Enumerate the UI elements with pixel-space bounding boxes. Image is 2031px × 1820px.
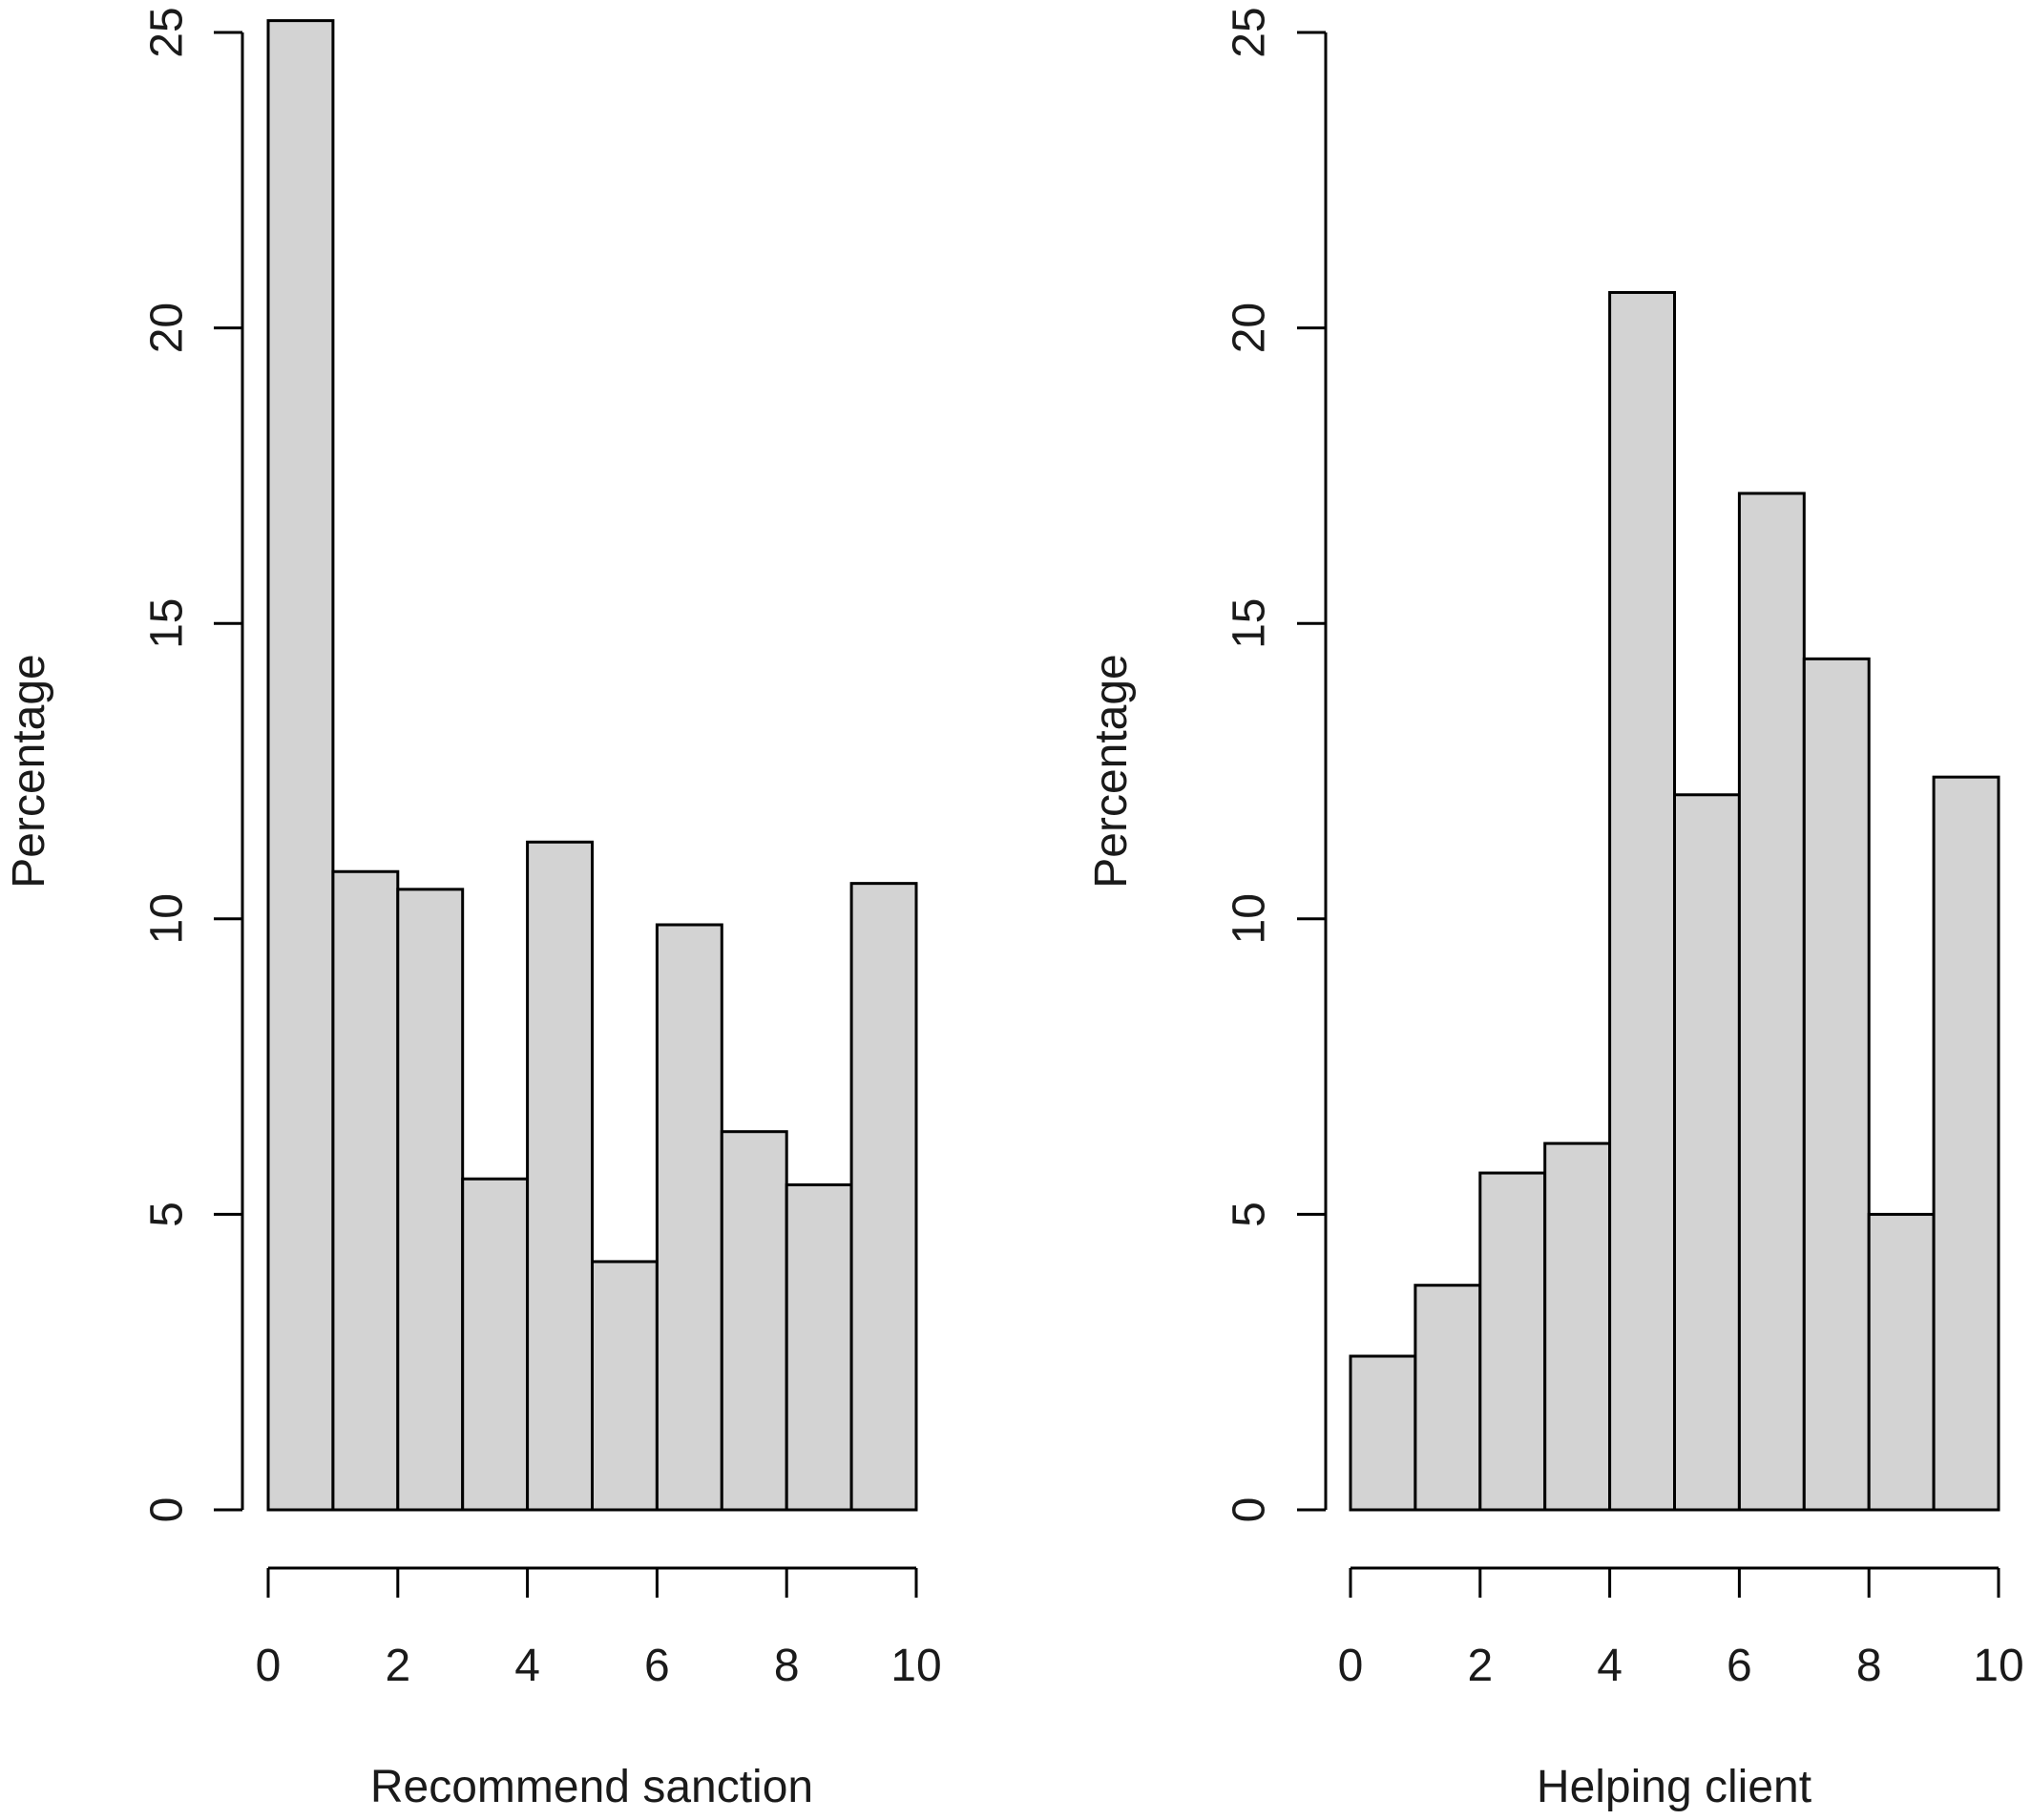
x-tick-label: 2: [1467, 1641, 1493, 1691]
histogram-bar: [591, 1260, 659, 1512]
histogram-bar: [1802, 657, 1871, 1512]
y-tick-label: 20: [1225, 303, 1275, 353]
y-tick-label: 10: [142, 893, 193, 944]
histogram-bar: [1349, 1354, 1417, 1512]
x-tick-label: 8: [1856, 1641, 1882, 1691]
x-axis: 0 2 4 6 8 10: [1338, 1566, 2024, 1691]
y-axis: 0 5 10 15 20 25: [142, 7, 244, 1523]
y-axis: 0 5 10 15 20 25: [1225, 7, 1328, 1523]
y-tick-label: 5: [142, 1202, 193, 1227]
x-tick-label: 8: [774, 1641, 800, 1691]
histogram-bar: [396, 888, 465, 1512]
y-tick-label: 5: [1225, 1202, 1275, 1227]
x-tick-label: 0: [1338, 1641, 1364, 1691]
histogram-bar: [266, 19, 335, 1512]
histogram-bar: [1413, 1284, 1482, 1512]
x-tick-label: 10: [890, 1641, 941, 1691]
histogram-bar: [1867, 1212, 1936, 1512]
histogram-bar: [526, 840, 594, 1512]
y-tick-label: 10: [1225, 893, 1275, 944]
y-axis-title: Percentage: [4, 654, 54, 889]
histogram-bar: [720, 1130, 788, 1512]
x-tick-label: 4: [1597, 1641, 1623, 1691]
histogram-bar: [849, 882, 918, 1512]
x-axis-title: Recommend sanction: [370, 1762, 813, 1812]
x-tick-label: 6: [644, 1641, 670, 1691]
y-tick-label: 15: [142, 598, 193, 649]
histogram-bar: [1737, 492, 1806, 1512]
histogram-bar: [1932, 775, 2000, 1512]
histogram-bar: [1608, 290, 1676, 1512]
helping-client-histogram: Helping client Percentage 0 5 10 15 20 25 0 2 4 6…: [1086, 7, 2024, 1812]
y-tick-label: 20: [142, 303, 193, 353]
y-tick-label: 15: [1225, 598, 1275, 649]
y-tick-label: 0: [142, 1497, 193, 1523]
x-tick-label: 4: [514, 1641, 540, 1691]
histogram-bar: [1673, 793, 1741, 1512]
bars: [266, 19, 918, 1512]
x-tick-label: 0: [256, 1641, 282, 1691]
histogram-bar: [1543, 1141, 1612, 1512]
y-axis-title: Percentage: [1086, 654, 1137, 889]
y-tick-label: 0: [1225, 1497, 1275, 1523]
recommend-sanction-histogram: Recommend sanction Percentage 0510152025…: [4, 7, 942, 1812]
histogram-bar: [331, 869, 400, 1512]
x-axis: 0 2 4 6 8 10: [256, 1566, 942, 1691]
histogram-bar: [461, 1177, 530, 1512]
histogram-bar: [655, 923, 723, 1512]
histogram-bar: [1478, 1171, 1547, 1512]
x-tick-label: 10: [1973, 1641, 2023, 1691]
histogram-bar: [785, 1182, 853, 1512]
x-tick-label: 6: [1727, 1641, 1752, 1691]
x-axis-title: Helping client: [1537, 1762, 1811, 1812]
x-tick-label: 2: [385, 1641, 410, 1691]
bars: [1349, 290, 2000, 1512]
y-tick-label: 25: [1225, 7, 1275, 57]
y-tick-label: 25: [142, 7, 193, 57]
